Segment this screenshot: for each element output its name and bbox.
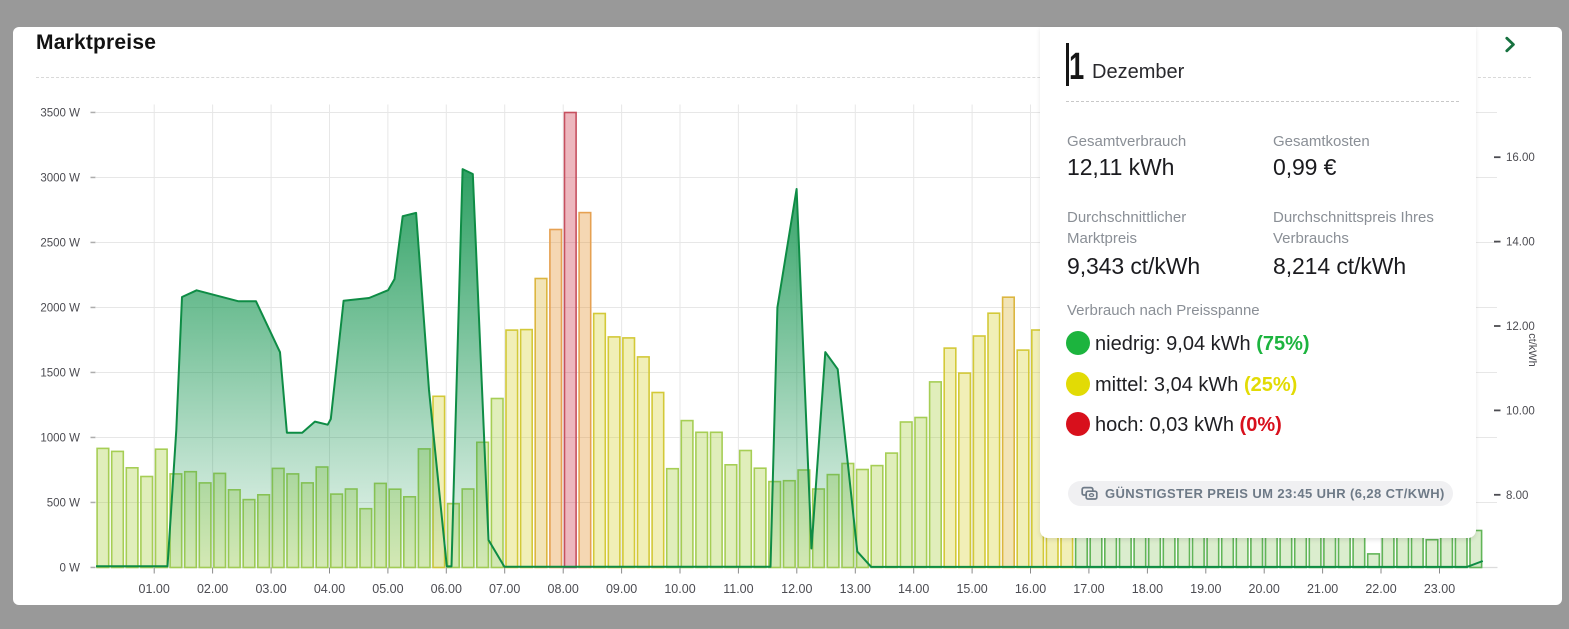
svg-text:02.00: 02.00 bbox=[197, 582, 228, 596]
svg-text:16.00: 16.00 bbox=[1015, 582, 1046, 596]
svg-text:2500 W: 2500 W bbox=[40, 237, 80, 249]
svg-text:10.00: 10.00 bbox=[1506, 405, 1535, 417]
svg-text:8.00: 8.00 bbox=[1506, 490, 1528, 502]
svg-text:08.00: 08.00 bbox=[548, 582, 579, 596]
svg-text:13.00: 13.00 bbox=[840, 582, 871, 596]
svg-text:09.00: 09.00 bbox=[606, 582, 637, 596]
svg-text:20.00: 20.00 bbox=[1249, 582, 1280, 596]
svg-text:14.00: 14.00 bbox=[898, 582, 929, 596]
svg-text:21.00: 21.00 bbox=[1307, 582, 1338, 596]
svg-text:3500 W: 3500 W bbox=[40, 107, 80, 119]
svg-text:01.00: 01.00 bbox=[139, 582, 170, 596]
svg-text:12.00: 12.00 bbox=[1506, 321, 1535, 333]
svg-text:23.00: 23.00 bbox=[1424, 582, 1455, 596]
svg-text:22.00: 22.00 bbox=[1365, 582, 1396, 596]
svg-text:18.00: 18.00 bbox=[1132, 582, 1163, 596]
svg-text:1500 W: 1500 W bbox=[40, 367, 80, 379]
svg-text:10.00: 10.00 bbox=[664, 582, 695, 596]
svg-text:0 W: 0 W bbox=[60, 562, 81, 574]
svg-text:19.00: 19.00 bbox=[1190, 582, 1221, 596]
svg-text:500 W: 500 W bbox=[47, 497, 80, 509]
svg-text:11.00: 11.00 bbox=[723, 582, 753, 596]
svg-text:17.00: 17.00 bbox=[1073, 582, 1104, 596]
svg-text:ct/kWh: ct/kWh bbox=[1526, 333, 1538, 367]
svg-text:3000 W: 3000 W bbox=[40, 172, 80, 184]
svg-text:05.00: 05.00 bbox=[372, 582, 403, 596]
svg-text:07.00: 07.00 bbox=[489, 582, 520, 596]
svg-text:16.00: 16.00 bbox=[1506, 152, 1535, 164]
svg-text:15.00: 15.00 bbox=[956, 582, 987, 596]
svg-text:12.00: 12.00 bbox=[781, 582, 812, 596]
svg-text:03.00: 03.00 bbox=[255, 582, 286, 596]
svg-text:14.00: 14.00 bbox=[1506, 237, 1535, 249]
svg-text:06.00: 06.00 bbox=[431, 582, 462, 596]
svg-text:04.00: 04.00 bbox=[314, 582, 345, 596]
svg-text:2000 W: 2000 W bbox=[40, 302, 80, 314]
svg-text:1000 W: 1000 W bbox=[40, 432, 80, 444]
